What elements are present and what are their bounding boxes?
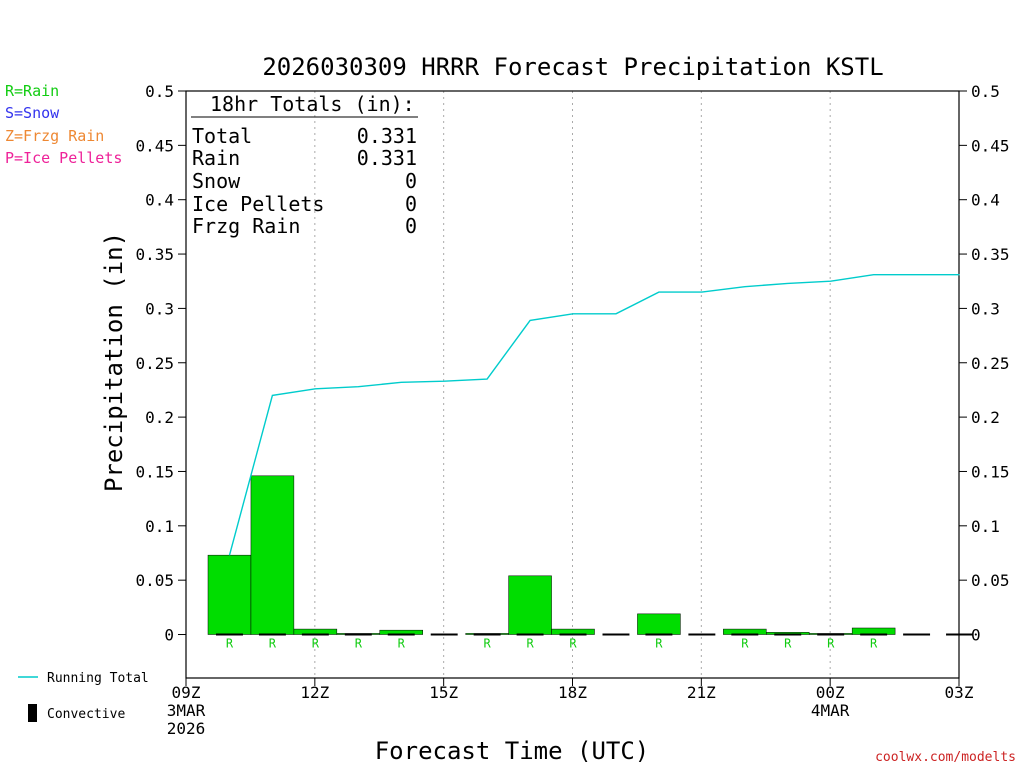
totals-value-total: 0.331 <box>357 124 417 148</box>
y-tick-label-right: 0.1 <box>971 517 1000 536</box>
totals-label-snow: Snow <box>192 169 241 193</box>
totals-value-frzg-rain: 0 <box>405 214 417 238</box>
legend-ice-pellets: P=Ice Pellets <box>5 149 122 167</box>
x-tick-label: 21Z <box>687 683 716 702</box>
convective-swatch <box>28 704 37 722</box>
y-tick-label-right: 0.35 <box>971 245 1010 264</box>
precip-type-legend: R=Rain S=Snow Z=Frzg Rain P=Ice Pellets <box>5 82 122 167</box>
y-tick-label-right: 0.25 <box>971 354 1010 373</box>
totals-value-ice-pellets: 0 <box>405 192 417 216</box>
y-tick-label-right: 0.45 <box>971 136 1010 155</box>
x-axis-label: Forecast Time (UTC) <box>375 737 650 765</box>
precip-type-mark: R <box>398 637 406 651</box>
x-tick-label: 12Z <box>300 683 329 702</box>
precip-type-mark: R <box>741 637 749 651</box>
running-total-legend-label: Running Total <box>47 671 149 686</box>
y-tick-label-left: 0.15 <box>135 462 174 481</box>
vertical-gridlines <box>314 91 831 678</box>
totals-label-rain: Rain <box>192 146 240 170</box>
y-tick-label-left: 0.25 <box>135 354 174 373</box>
bottom-legend: Running Total Convective <box>18 671 149 722</box>
credit-text: coolwx.com/modelts <box>875 750 1016 765</box>
precip-type-mark: R <box>226 637 234 651</box>
totals-value-rain: 0.331 <box>357 146 417 170</box>
legend-frzg-rain: Z=Frzg Rain <box>5 127 104 145</box>
legend-snow: S=Snow <box>5 104 60 122</box>
totals-box: 18hr Totals (in): Total 0.331 Rain 0.331… <box>191 92 418 238</box>
running-total-line <box>228 274 960 556</box>
x-tick-sublabel: 2026 <box>167 719 206 738</box>
rain-bar <box>508 575 552 635</box>
y-tick-label-left: 0 <box>164 626 174 645</box>
convective-legend-label: Convective <box>47 707 125 722</box>
y-tick-label-right: 0 <box>971 626 981 645</box>
precip-type-mark: R <box>269 637 277 651</box>
precip-type-mark: R <box>655 637 663 651</box>
y-tick-label-left: 0.3 <box>145 299 174 318</box>
totals-header: 18hr Totals (in): <box>210 92 415 116</box>
precip-type-mark: R <box>784 637 792 651</box>
y-axis-label: Precipitation (in) <box>100 232 128 492</box>
y-tick-label-right: 0.3 <box>971 299 1000 318</box>
rain-bar <box>637 613 681 635</box>
y-tick-label-left: 0.45 <box>135 136 174 155</box>
totals-value-snow: 0 <box>405 169 417 193</box>
x-tick-label: 03Z <box>945 683 974 702</box>
rain-bar <box>207 554 252 635</box>
precip-type-mark: R <box>870 637 878 651</box>
y-tick-label-left: 0.1 <box>145 517 174 536</box>
precip-type-mark: R <box>526 637 534 651</box>
y-tick-label-right: 0.2 <box>971 408 1000 427</box>
y-tick-label-left: 0.05 <box>135 571 174 590</box>
y-tick-label-right: 0.05 <box>971 571 1010 590</box>
y-tick-label-left: 0.2 <box>145 408 174 427</box>
y-tick-label-right: 0.5 <box>971 82 1000 101</box>
legend-rain: R=Rain <box>5 82 59 100</box>
x-tick-label: 00Z <box>816 683 845 702</box>
totals-label-frzg-rain: Frzg Rain <box>192 214 300 238</box>
y-tick-label-right: 0.15 <box>971 462 1010 481</box>
y-tick-label-left: 0.4 <box>145 191 174 210</box>
rain-bars <box>207 475 896 635</box>
totals-label-ice-pellets: Ice Pellets <box>192 192 324 216</box>
rain-bar <box>250 475 295 635</box>
y-tick-label-left: 0.35 <box>135 245 174 264</box>
chart-title: 2026030309 HRRR Forecast Precipitation K… <box>262 53 883 81</box>
precip-type-mark: R <box>312 637 320 651</box>
precip-type-mark: R <box>569 637 577 651</box>
x-tick-label: 18Z <box>558 683 587 702</box>
precip-type-mark: R <box>484 637 492 651</box>
y-axis-left: 0 0.05 0.1 0.15 0.2 0.25 0.3 0.35 0.4 0.45 0.5 <box>135 82 186 645</box>
totals-label-total: Total <box>192 124 252 148</box>
x-tick-sublabel: 4MAR <box>811 701 850 720</box>
x-tick-label: 15Z <box>429 683 458 702</box>
y-tick-label-left: 0.5 <box>145 82 174 101</box>
precip-type-mark: R <box>827 637 835 651</box>
precip-type-mark: R <box>355 637 363 651</box>
y-axis-right: 0 0.05 0.1 0.15 0.2 0.25 0.3 0.35 0.4 0.45 0.5 <box>959 82 1010 645</box>
x-tick-sublabel: 3MAR <box>167 701 206 720</box>
x-tick-label: 09Z <box>172 683 201 702</box>
y-tick-label-right: 0.4 <box>971 191 1000 210</box>
